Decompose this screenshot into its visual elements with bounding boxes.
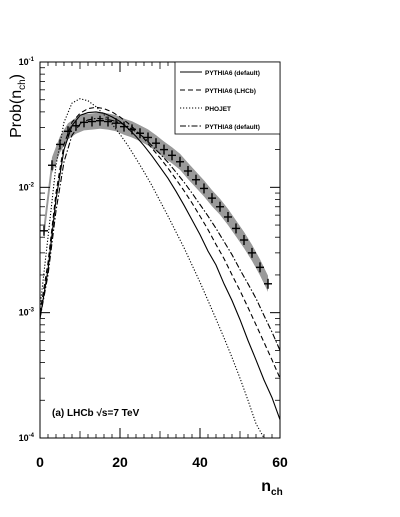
data-point [264, 278, 272, 289]
y-axis-label: Prob(nch) [8, 74, 28, 138]
legend-label: PYTHIA6 (default) [205, 70, 260, 77]
data-uncertainty-band [44, 112, 268, 292]
annotation: (a) LHCb √s=7 TeV [52, 408, 140, 419]
y-tick-label: 10-1 [19, 57, 35, 67]
data-point [40, 225, 48, 236]
data-point [208, 193, 216, 204]
y-axis-label-sub: ch [17, 79, 28, 90]
data-point [120, 121, 128, 132]
data-point [72, 120, 80, 131]
series-line-2 [39, 106, 281, 379]
legend-label: PHOJET [205, 106, 231, 113]
data-point [80, 117, 88, 128]
data-point [240, 235, 248, 246]
y-axis-label-close: ) [8, 74, 25, 79]
data-point [192, 174, 200, 185]
data-point [88, 116, 96, 127]
series-line-4 [39, 117, 281, 351]
data-point [176, 156, 184, 167]
data-point [224, 211, 232, 222]
data-point [144, 132, 152, 143]
data-point [256, 262, 264, 273]
data-point [96, 115, 104, 126]
data-point [168, 150, 176, 161]
data-point [200, 183, 208, 194]
y-tick-label: 10-2 [19, 182, 35, 192]
data-point [184, 165, 192, 176]
data-point [152, 138, 160, 149]
data-point [248, 247, 256, 258]
series-line-1 [39, 111, 281, 420]
x-tick-label: 40 [192, 454, 208, 470]
x-axis-label-sub: ch [271, 487, 283, 498]
legend-label: PYTHIA6 (LHCb) [205, 88, 256, 95]
data-point [128, 124, 136, 135]
y-tick-label: 10-3 [19, 308, 35, 318]
y-tick-label: 10-4 [19, 433, 35, 443]
data-point [232, 223, 240, 234]
data-point [112, 118, 120, 129]
legend-label: PYTHIA8 (default) [205, 124, 260, 131]
x-tick-label: 20 [112, 454, 128, 470]
data-point [216, 201, 224, 212]
series-line-3 [39, 98, 280, 439]
data-point [56, 139, 64, 150]
data-point [160, 144, 168, 155]
data-point [104, 116, 112, 127]
data-point [64, 126, 72, 137]
legend-box [174, 61, 281, 135]
data-point [136, 128, 144, 139]
x-tick-label: 0 [36, 454, 44, 470]
x-axis-label: nch [261, 478, 282, 498]
data-point [48, 160, 56, 171]
x-tick-label: 60 [272, 454, 288, 470]
